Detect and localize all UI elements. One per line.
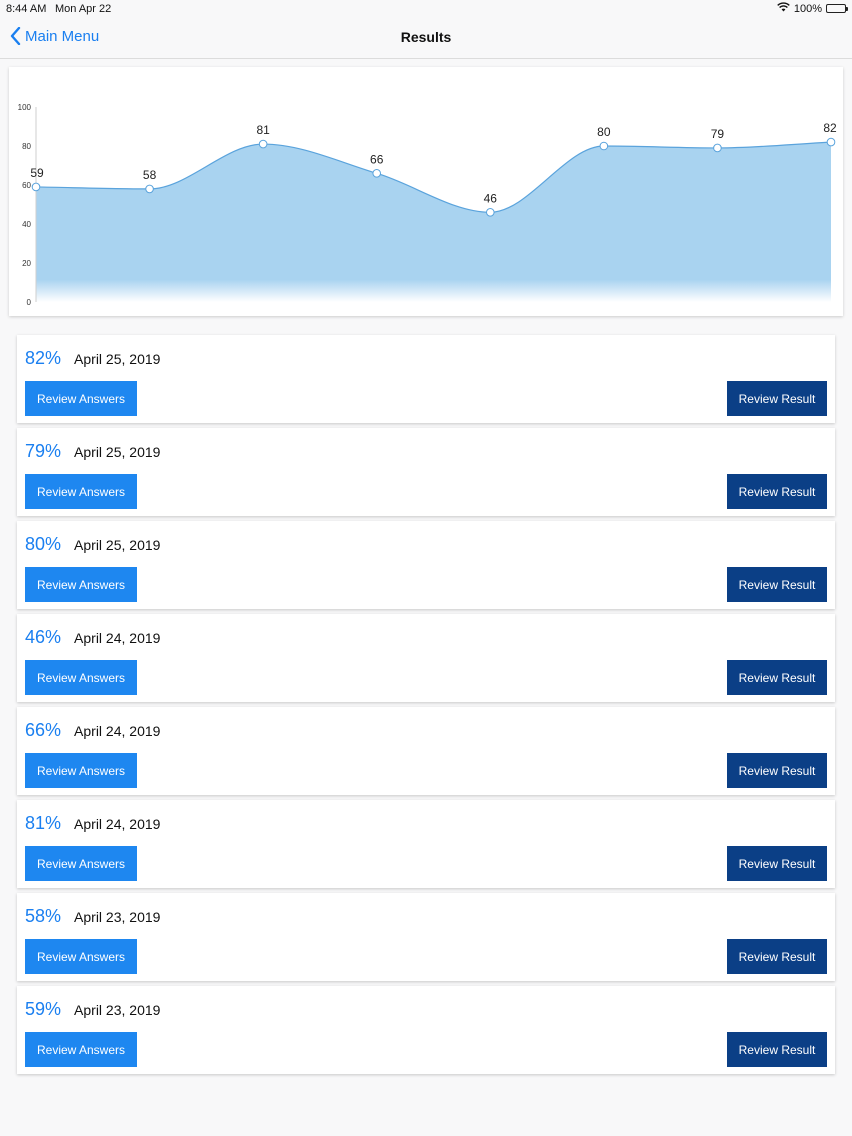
status-date: Mon Apr 22 [55, 3, 112, 15]
data-label: 82 [823, 121, 837, 135]
review-result-button[interactable]: Review Result [727, 660, 827, 695]
review-result-button[interactable]: Review Result [727, 846, 827, 881]
wifi-icon [777, 2, 790, 15]
result-header: 82% April 25, 2019 [25, 348, 160, 369]
result-date: April 24, 2019 [74, 723, 161, 739]
review-result-button[interactable]: Review Result [727, 753, 827, 788]
data-label: 46 [484, 191, 498, 205]
result-score: 66% [25, 720, 62, 740]
chart-svg: 0 20 40 60 80 100 59 58 81 66 46 80 79 82 [18, 103, 837, 307]
result-card: 82% April 25, 2019 Review Answers Review Re… [17, 335, 835, 423]
status-right: 100% [777, 2, 848, 15]
data-label: 79 [711, 127, 725, 141]
result-card: 81% April 24, 2019 Review Answers Review Re… [17, 800, 835, 888]
result-card: 66% April 24, 2019 Review Answers Review Re… [17, 707, 835, 795]
review-answers-button[interactable]: Review Answers [25, 846, 137, 881]
data-label: 59 [30, 166, 44, 180]
result-card: 58% April 23, 2019 Review Answers Review Re… [17, 893, 835, 981]
review-result-button[interactable]: Review Result [727, 567, 827, 602]
nav-bar: Main Menu Results [0, 18, 852, 59]
result-header: 58% April 23, 2019 [25, 906, 160, 927]
result-header: 79% April 25, 2019 [25, 441, 160, 462]
result-score: 82% [25, 348, 62, 368]
y-tick-label: 40 [22, 220, 31, 229]
result-date: April 24, 2019 [74, 630, 161, 646]
battery-icon [826, 4, 848, 13]
result-card: 46% April 24, 2019 Review Answers Review Re… [17, 614, 835, 702]
review-answers-button[interactable]: Review Answers [25, 381, 137, 416]
review-answers-button[interactable]: Review Answers [25, 567, 137, 602]
result-date: April 25, 2019 [74, 351, 161, 367]
result-score: 80% [25, 534, 62, 554]
review-answers-button[interactable]: Review Answers [25, 753, 137, 788]
result-date: April 25, 2019 [74, 444, 161, 460]
result-score: 81% [25, 813, 62, 833]
review-answers-button[interactable]: Review Answers [25, 1032, 137, 1067]
result-card: 80% April 25, 2019 Review Answers Review Re… [17, 521, 835, 609]
data-point[interactable] [258, 139, 268, 149]
battery-percent: 100% [793, 2, 822, 15]
back-button-label: Main Menu [25, 27, 100, 45]
data-point[interactable] [145, 184, 154, 194]
result-score: 58% [25, 906, 62, 926]
y-tick-label: 0 [27, 298, 32, 307]
y-tick-label: 80 [22, 142, 31, 151]
y-tick-label: 60 [22, 181, 31, 190]
review-answers-button[interactable]: Review Answers [25, 660, 137, 695]
data-label: 58 [143, 168, 157, 182]
chevron-left-icon [10, 27, 21, 45]
review-result-button[interactable]: Review Result [727, 381, 827, 416]
review-result-button[interactable]: Review Result [727, 474, 827, 509]
status-time: 8:44 AM [6, 3, 47, 15]
result-date: April 25, 2019 [74, 537, 161, 553]
results-list: 82% April 25, 2019 Review Answers Review Re… [17, 335, 835, 1079]
results-chart: 0 20 40 60 80 100 59 58 81 66 46 80 79 82 [9, 67, 843, 316]
back-button[interactable]: Main Menu [10, 27, 99, 45]
y-tick-label: 20 [22, 259, 31, 268]
review-result-button[interactable]: Review Result [727, 939, 827, 974]
data-label: 66 [370, 152, 384, 166]
data-point[interactable] [31, 182, 41, 192]
data-point[interactable] [372, 169, 382, 178]
result-card: 79% April 25, 2019 Review Answers Review Re… [17, 428, 835, 516]
result-header: 66% April 24, 2019 [25, 720, 160, 741]
chart-area [36, 142, 831, 302]
data-point[interactable] [826, 137, 836, 147]
chart-line [35, 141, 832, 213]
data-point[interactable] [485, 208, 495, 217]
result-date: April 23, 2019 [74, 909, 161, 925]
review-answers-button[interactable]: Review Answers [25, 474, 137, 509]
review-answers-button[interactable]: Review Answers [25, 939, 137, 974]
result-card: 59% April 23, 2019 Review Answers Review Re… [17, 986, 835, 1074]
result-score: 46% [25, 627, 62, 647]
y-tick-label: 100 [18, 103, 32, 112]
data-label: 80 [597, 125, 611, 139]
data-point[interactable] [599, 141, 609, 151]
result-header: 81% April 24, 2019 [25, 813, 160, 834]
result-header: 46% April 24, 2019 [25, 627, 160, 648]
result-header: 80% April 25, 2019 [25, 534, 160, 555]
result-date: April 24, 2019 [74, 816, 161, 832]
result-score: 79% [25, 441, 62, 461]
data-label: 81 [256, 123, 270, 137]
result-date: April 23, 2019 [74, 1002, 161, 1018]
result-score: 59% [25, 999, 62, 1019]
review-result-button[interactable]: Review Result [727, 1032, 827, 1067]
status-bar: 8:44 AM Mon Apr 22 100% [0, 0, 852, 18]
page-title: Results [400, 29, 452, 45]
data-point[interactable] [713, 143, 722, 153]
result-header: 59% April 23, 2019 [25, 999, 160, 1020]
